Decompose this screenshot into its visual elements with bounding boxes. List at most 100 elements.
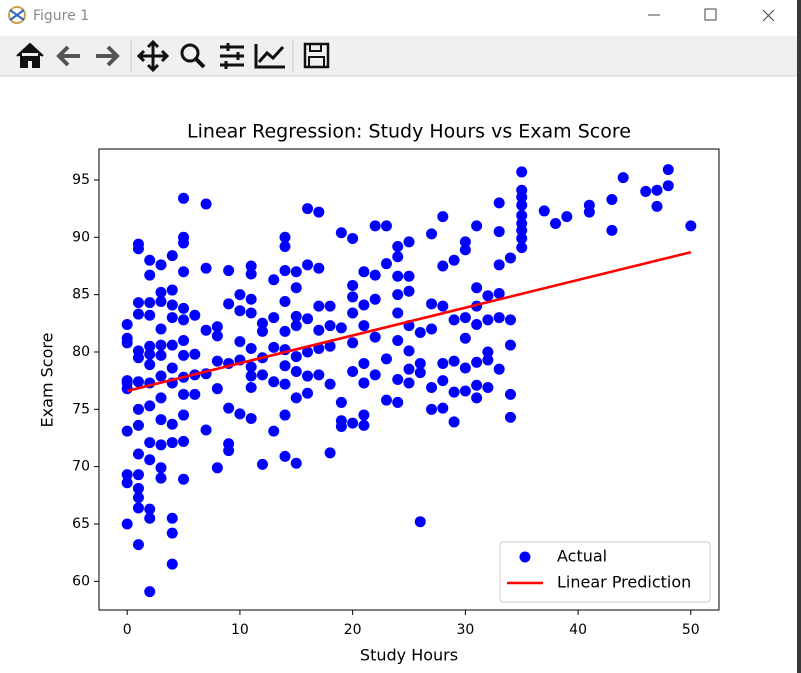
scatter-point: [662, 180, 674, 192]
scatter-point: [200, 262, 212, 274]
scatter-point: [302, 370, 314, 382]
save-button[interactable]: [303, 42, 330, 69]
scatter-point: [279, 296, 291, 308]
scatter-point: [245, 343, 257, 355]
scatter-point: [685, 220, 697, 232]
forward-button[interactable]: [96, 45, 120, 67]
scatter-point: [132, 448, 144, 460]
maximize-button[interactable]: [704, 8, 717, 21]
scatter-point: [369, 269, 381, 281]
scatter-point: [392, 289, 404, 301]
scatter-point: [155, 370, 167, 382]
scatter-point: [279, 450, 291, 462]
scatter-point: [324, 378, 336, 390]
scatter-point: [493, 363, 505, 375]
scatter-point: [347, 279, 359, 291]
scatter-point: [200, 424, 212, 436]
zoom-button[interactable]: [180, 43, 206, 69]
scatter-point: [358, 266, 370, 278]
scatter-point: [223, 298, 235, 310]
pan-button[interactable]: [136, 39, 170, 73]
scatter-point: [437, 357, 449, 369]
scatter-point: [335, 396, 347, 408]
scatter-point: [132, 403, 144, 415]
scatter-point: [504, 339, 516, 351]
x-tick-label: 20: [344, 622, 362, 638]
scatter-point: [155, 286, 167, 298]
scatter-point: [471, 379, 483, 391]
legend-label: Actual: [557, 547, 607, 566]
scatter-point: [223, 402, 235, 414]
scatter-point: [178, 302, 190, 314]
scatter-point: [324, 300, 336, 312]
y-tick-label: 70: [72, 459, 90, 475]
regression-line: [126, 250, 692, 393]
scatter-point: [426, 403, 438, 415]
scatter-point: [471, 356, 483, 368]
scatter-point: [347, 365, 359, 377]
scatter-point: [606, 193, 618, 205]
scatter-point: [403, 363, 415, 375]
scatter-point: [347, 337, 359, 349]
scatter-point: [234, 336, 246, 348]
window-edge: [797, 0, 801, 673]
scatter-point: [392, 396, 404, 408]
scatter-point: [132, 492, 144, 504]
app-icon: [8, 6, 26, 24]
x-tick-label: 50: [682, 622, 700, 638]
scatter-point: [437, 300, 449, 312]
scatter-point: [482, 346, 494, 358]
scatter-point: [324, 447, 336, 459]
x-tick-label: 40: [569, 622, 587, 638]
edit-button[interactable]: [254, 44, 285, 69]
y-tick-label: 65: [72, 516, 90, 532]
scatter-point: [358, 377, 370, 389]
scatter-point: [178, 349, 190, 361]
scatter-point: [290, 392, 302, 404]
scatter-point: [392, 374, 404, 385]
back-button[interactable]: [56, 45, 80, 67]
scatter-point: [493, 312, 505, 324]
scatter-point: [335, 227, 347, 239]
scatter-point: [166, 418, 178, 430]
scatter-point: [516, 224, 528, 236]
legend-box: [499, 541, 711, 603]
scatter-point: [132, 376, 144, 388]
scatter-point: [144, 437, 156, 449]
scatter-point: [324, 320, 336, 332]
home-button[interactable]: [16, 42, 44, 68]
y-tick-label: 80: [72, 344, 90, 360]
scatter-point: [617, 172, 629, 184]
scatter-point: [403, 285, 415, 297]
scatter-point: [132, 539, 144, 551]
scatter-point: [459, 236, 471, 248]
close-button[interactable]: [762, 9, 775, 22]
legend-label: Linear Prediction: [557, 573, 691, 592]
scatter-point: [223, 265, 235, 277]
scatter-point: [132, 352, 144, 364]
configure-button[interactable]: [220, 43, 244, 69]
scatter-point: [256, 317, 268, 329]
x-tick-label: 0: [123, 622, 132, 638]
scatter-point: [448, 254, 460, 266]
scatter-point: [471, 318, 483, 330]
scatter-point: [380, 353, 392, 365]
window-title: Figure 1: [33, 8, 89, 24]
x-tick-label: 30: [456, 622, 474, 638]
scatter-point: [178, 335, 190, 347]
scatter-point: [369, 293, 381, 305]
scatter-point: [144, 309, 156, 321]
scatter-point: [302, 259, 314, 271]
scatter-point: [504, 314, 516, 326]
scatter-point: [245, 268, 257, 280]
x-tick-label: 10: [231, 622, 249, 638]
scatter-point: [651, 200, 663, 212]
scatter-point: [155, 414, 167, 426]
scatter-point: [403, 377, 415, 389]
scatter-point: [335, 322, 347, 334]
scatter-point: [448, 416, 460, 428]
scatter-point: [504, 252, 516, 264]
scatter-point: [471, 392, 483, 404]
scatter-point: [335, 421, 347, 433]
scatter-point: [234, 408, 246, 420]
